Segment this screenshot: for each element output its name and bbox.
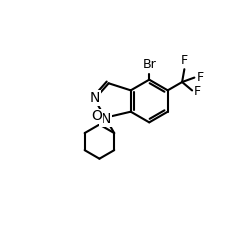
Text: F: F [194,85,201,98]
Text: F: F [196,71,203,84]
Text: Br: Br [142,58,156,71]
Text: N: N [89,91,100,105]
Text: F: F [181,54,188,67]
Text: O: O [91,109,102,123]
Text: N: N [100,112,111,126]
